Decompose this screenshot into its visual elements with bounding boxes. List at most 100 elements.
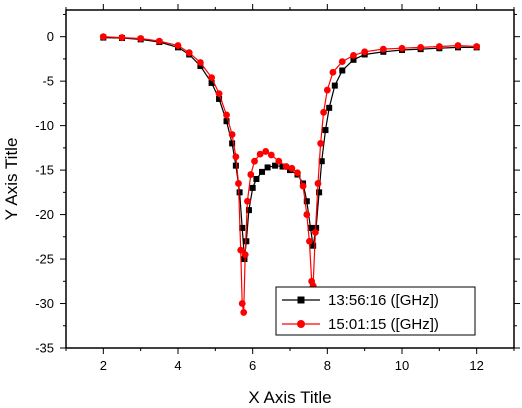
legend-marker (297, 320, 305, 328)
data-point (223, 111, 230, 119)
data-point (320, 108, 327, 116)
data-point (197, 63, 204, 70)
y-tick-label: -10 (35, 118, 54, 133)
data-point (99, 33, 107, 41)
series-1 (100, 34, 480, 263)
data-point (229, 140, 236, 147)
data-point (326, 104, 333, 111)
data-point (236, 189, 243, 196)
data-point (235, 180, 242, 187)
data-point (223, 118, 230, 125)
data-point (253, 176, 260, 182)
data-point (262, 148, 270, 155)
series-layer (99, 33, 481, 316)
data-point (323, 86, 331, 94)
data-point (379, 45, 387, 53)
data-point (208, 74, 216, 81)
data-point (310, 242, 317, 249)
data-point (174, 42, 182, 49)
data-point (259, 168, 265, 175)
x-axis-title: X Axis Title (248, 388, 331, 407)
data-point (245, 207, 252, 214)
data-point (317, 140, 325, 147)
data-point (232, 162, 239, 169)
legend-entry: 15:01:15 ([GHz]) (282, 316, 439, 333)
legend: 13:56:16 ([GHz]) 15:01:15 ([GHz]) (275, 286, 476, 336)
data-point (316, 189, 323, 196)
data-point (247, 171, 255, 178)
data-point (435, 43, 443, 50)
data-point (318, 158, 325, 165)
series-line (103, 37, 477, 260)
y-tick-label: -35 (35, 341, 54, 356)
data-point (473, 43, 481, 50)
x-tick-label: 10 (395, 358, 409, 373)
data-point (417, 43, 425, 51)
data-point (155, 37, 163, 45)
data-point (241, 251, 249, 259)
data-point (303, 198, 310, 205)
y-tick-label: -5 (42, 74, 54, 89)
data-point (249, 184, 256, 191)
data-point (241, 256, 248, 263)
data-point (137, 35, 145, 42)
x-tick-label: 8 (324, 358, 331, 373)
data-point (329, 68, 337, 76)
data-point (197, 59, 204, 66)
y-axis-title: Y Axis Title (2, 138, 21, 221)
data-point (454, 42, 462, 49)
data-point (239, 224, 246, 231)
data-point (299, 182, 307, 190)
data-point (339, 67, 346, 74)
y-tick-label: -30 (35, 296, 54, 311)
data-point (232, 153, 240, 161)
data-point (237, 246, 245, 254)
data-point (306, 237, 313, 245)
data-point (331, 82, 338, 89)
legend-label: 15:01:15 ([GHz]) (328, 316, 439, 333)
data-point (256, 150, 264, 158)
y-tick-label: -25 (35, 252, 54, 267)
data-point (185, 49, 193, 57)
x-tick-label: 6 (249, 358, 256, 373)
y-axis: 0 -5 -10 -15 -20 -25 -30 -35 (35, 13, 520, 356)
data-point (288, 164, 296, 172)
data-point (208, 79, 215, 86)
data-point (294, 169, 301, 177)
data-point (216, 95, 223, 102)
legend-entry: 13:56:16 ([GHz]) (282, 292, 439, 309)
data-point (322, 127, 329, 134)
y-tick-label: 0 (47, 29, 54, 44)
data-point (307, 224, 314, 231)
legend-marker (297, 296, 305, 304)
x-tick-label: 4 (174, 358, 181, 373)
data-point (240, 309, 248, 316)
data-point (215, 90, 223, 98)
data-point (398, 44, 406, 52)
data-point (267, 151, 275, 159)
data-point (238, 300, 246, 307)
y-tick-label: -15 (35, 163, 54, 178)
data-point (251, 157, 258, 165)
x-tick-label: 12 (469, 358, 483, 373)
data-point (279, 163, 286, 170)
data-point (118, 34, 126, 41)
data-point (244, 197, 251, 205)
data-point (361, 48, 369, 56)
data-point (228, 131, 236, 138)
data-point (350, 51, 357, 59)
data-point (275, 157, 283, 165)
x-axis: 2 4 6 8 10 12 (65, 4, 515, 373)
data-point (314, 180, 322, 187)
data-point (311, 228, 319, 236)
legend-label: 13:56:16 ([GHz]) (328, 292, 439, 309)
x-tick-label: 2 (100, 358, 107, 373)
y-tick-label: -20 (35, 207, 54, 222)
data-point (272, 162, 279, 169)
data-point (338, 58, 346, 65)
series-2 (99, 33, 481, 316)
data-point (282, 163, 290, 170)
data-point (264, 164, 271, 171)
legend-box (275, 286, 476, 336)
